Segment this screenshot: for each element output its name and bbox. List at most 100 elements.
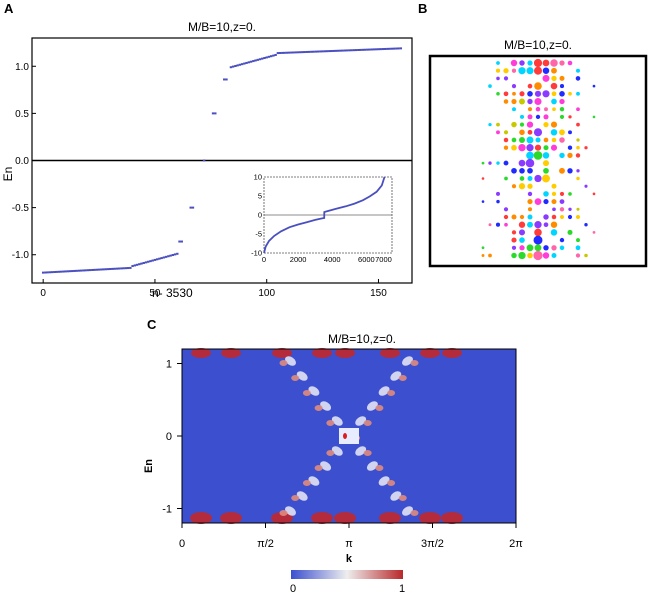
panel-c-band-spot-red <box>387 390 396 396</box>
panel-b-point <box>559 245 565 251</box>
panel-a-inset-ytick-label: 0 <box>258 211 262 220</box>
panel-a-point <box>149 260 152 263</box>
panel-b-point <box>559 137 565 143</box>
panel-b-point <box>584 223 588 227</box>
panel-b-point <box>559 91 565 97</box>
panel-a-point <box>276 52 280 55</box>
panel-c-heatmap-features <box>190 348 463 524</box>
panel-b-point <box>504 176 508 181</box>
panel-a-point <box>178 240 181 243</box>
panel-c-band-spot-red <box>387 480 396 486</box>
panel-a-point <box>258 58 262 61</box>
panel-b-point <box>567 60 573 66</box>
panel-c-band-spot-red <box>398 495 407 501</box>
panel-a-inset-ytick-label: -5 <box>255 230 262 239</box>
panel-b-point <box>526 244 534 252</box>
panel-b-point <box>542 160 550 167</box>
panel-a-ylabel: En <box>1 167 15 182</box>
panel-b-title: M/B=10,z=0. <box>504 38 572 52</box>
panel-a-point <box>274 53 277 56</box>
panel-a-point <box>162 256 166 259</box>
panel-a-point <box>144 261 148 264</box>
panel-b-point <box>526 144 534 152</box>
panel-a-point <box>236 64 239 67</box>
panel-b-point <box>527 199 533 205</box>
panel-b-point <box>481 177 485 180</box>
panel-b-point <box>511 252 517 259</box>
panel-c-band-spot-red <box>314 465 323 471</box>
panel-a-point <box>285 51 289 54</box>
panel-c-band-spot-red <box>375 405 384 411</box>
panel-a-xtick-label: 150 <box>370 288 387 299</box>
panel-c-band-spot <box>285 506 296 516</box>
panel-b-point <box>534 228 542 237</box>
panel-b-point <box>576 238 580 243</box>
panel-b-point <box>511 144 517 151</box>
panel-b-point <box>527 60 533 66</box>
panel-a-point <box>106 268 110 271</box>
panel-a-point <box>57 270 61 273</box>
panel-b-point <box>527 214 533 220</box>
panel-b-point <box>543 114 549 120</box>
panel-a-point <box>88 269 92 272</box>
panel-a-inset-xtick-label: 4000 <box>324 255 341 264</box>
panel-b-point <box>543 137 549 143</box>
panel-a-point <box>160 257 163 260</box>
panel-b-point <box>519 167 525 174</box>
panel-b-point <box>496 61 500 65</box>
panel-b-point <box>584 253 588 258</box>
panel-b-point <box>511 184 517 189</box>
panel-a-inset-line <box>263 176 386 254</box>
panel-a-point <box>234 64 237 67</box>
panel-a-title: M/B=10,z=0. <box>188 20 256 34</box>
panel-c-band-spot-red <box>410 510 419 516</box>
panel-a-point <box>171 254 175 257</box>
panel-c-xtick-label: 0 <box>179 538 185 550</box>
panel-a-point <box>363 48 367 51</box>
panel-b-point <box>551 137 557 143</box>
panel-a-point <box>294 51 297 54</box>
panel-a-point <box>307 50 311 53</box>
panel-b-point <box>518 221 526 228</box>
panel-b-point <box>519 214 525 220</box>
panel-b-point <box>511 84 517 89</box>
panel-b-point <box>527 207 533 212</box>
panel-b-point <box>504 222 508 227</box>
panel-c-band-spot-red <box>302 390 311 396</box>
panel-b-point <box>488 161 492 165</box>
panel-a-point <box>202 159 206 162</box>
panel-a-point <box>267 55 271 58</box>
panel-b-point <box>518 251 526 260</box>
panel-a-point <box>95 268 99 271</box>
panel-a-point <box>53 271 56 274</box>
panel-c-xlabel: k <box>346 553 353 565</box>
panel-c-band-spot <box>390 491 402 501</box>
panel-a-inset-xtick-label: 0 <box>262 255 266 264</box>
panel-a-point <box>140 262 143 265</box>
panel-b-point <box>496 92 500 96</box>
panel-a-point <box>305 50 309 53</box>
panel-b-points <box>481 58 596 261</box>
panel-b-point <box>576 207 580 211</box>
panel-b-point <box>518 159 526 167</box>
panel-c-edge-spot <box>220 512 242 524</box>
panel-letter-c: C <box>147 317 157 332</box>
panel-b-point <box>543 145 549 151</box>
panel-b-point <box>481 200 485 203</box>
panel-a-point <box>153 258 157 261</box>
panel-b-point <box>584 146 588 150</box>
panel-a-point <box>395 47 398 50</box>
panel-a-point <box>91 268 94 271</box>
panel-c-band-spot <box>320 461 332 471</box>
panel-b-point <box>527 114 533 120</box>
panel-b-point <box>542 67 550 74</box>
panel-b-point <box>551 245 557 251</box>
panel-a-point <box>44 271 47 274</box>
panel-b-point <box>542 252 550 259</box>
panel-b-point <box>518 144 526 152</box>
panel-b-point <box>527 176 533 181</box>
panel-c-band-spot-red <box>398 375 407 381</box>
panel-c-edge-spot <box>191 348 211 358</box>
panel-b-point <box>575 245 581 251</box>
